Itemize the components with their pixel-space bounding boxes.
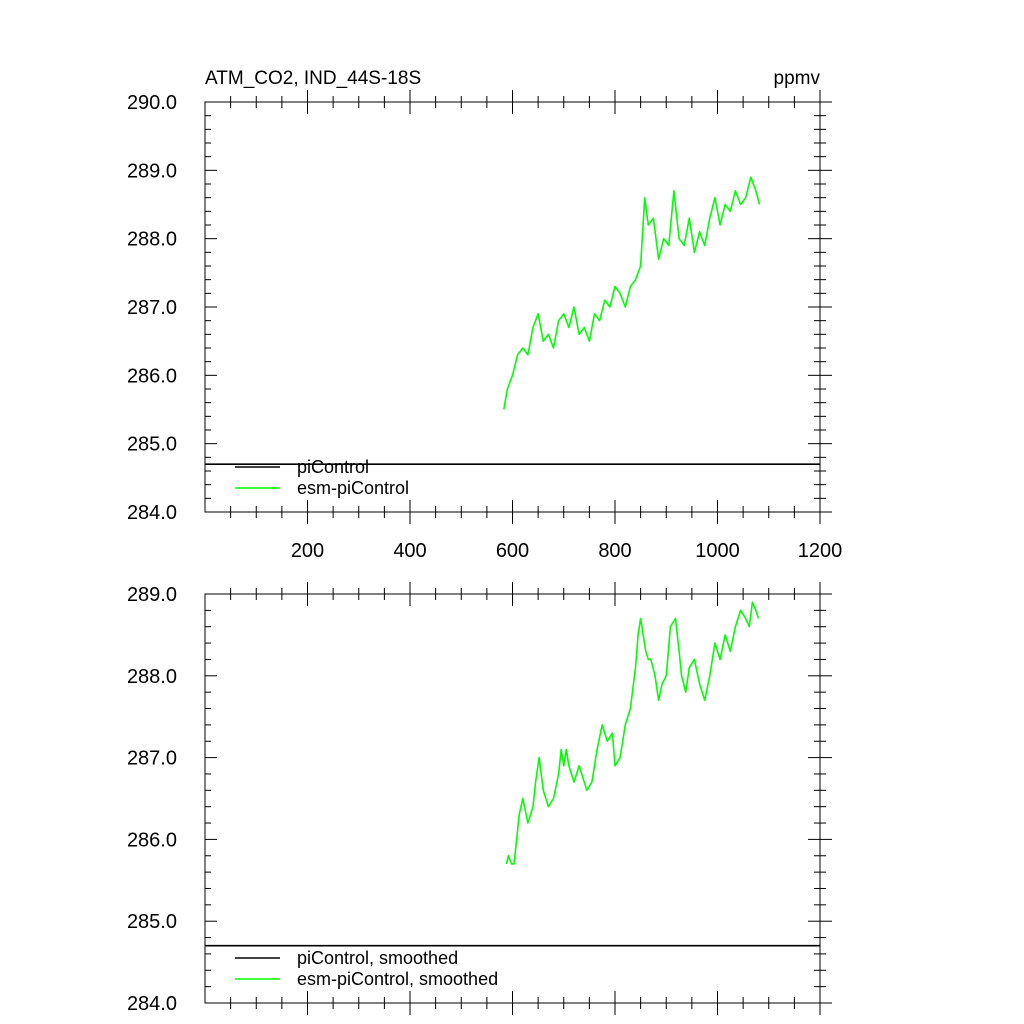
bottom-y-tick-label: 286.0: [127, 829, 177, 851]
top-chart: 200 400 600 800 1000 1200 284.0 285.0 286.0 287.0…: [127, 90, 842, 562]
top-y-tick-label: 287.0: [127, 297, 177, 319]
top-chart-title: ATM_CO2, IND_44S-18S: [205, 68, 421, 89]
top-x-tick-label: 1000: [695, 540, 740, 562]
bottom-legend-label: esm-piControl, smoothed: [297, 969, 498, 989]
bottom-y-tick-label: 285.0: [127, 911, 177, 933]
top-legend-label: piControl: [297, 457, 369, 477]
bottom-y-tick-label: 284.0: [127, 993, 177, 1015]
top-y-tick-label: 289.0: [127, 160, 177, 182]
top-y-tick-label: 285.0: [127, 434, 177, 456]
top-y-tick-label: 290.0: [127, 92, 177, 114]
top-x-tick-label: 600: [496, 540, 529, 562]
bottom-series-line-esm-picontrol: [505, 601, 760, 865]
top-x-tick-label: 1200: [798, 540, 843, 562]
bottom-chart: 284.0 285.0 286.0 287.0 288.0 289.0 piControl,…: [127, 582, 832, 1015]
bottom-y-tick-label: 289.0: [127, 584, 177, 606]
top-chart-units: ppmv: [774, 68, 821, 89]
bottom-plot-frame: [204, 593, 821, 1004]
top-y-tick-label: 286.0: [127, 365, 177, 387]
bottom-y-tick-label: 287.0: [127, 748, 177, 770]
top-y-tick-label: 284.0: [127, 502, 177, 524]
bottom-legend-label: piControl, smoothed: [297, 948, 458, 968]
top-x-tick-label: 400: [393, 540, 426, 562]
top-y-tick-label: 288.0: [127, 229, 177, 251]
bottom-y-tick-label: 288.0: [127, 666, 177, 688]
top-plot-frame: [204, 101, 821, 513]
top-x-tick-label: 200: [291, 540, 324, 562]
top-series-line-esm-picontrol: [503, 176, 761, 410]
top-x-tick-label: 800: [598, 540, 631, 562]
top-legend-label: esm-piControl: [297, 478, 409, 498]
